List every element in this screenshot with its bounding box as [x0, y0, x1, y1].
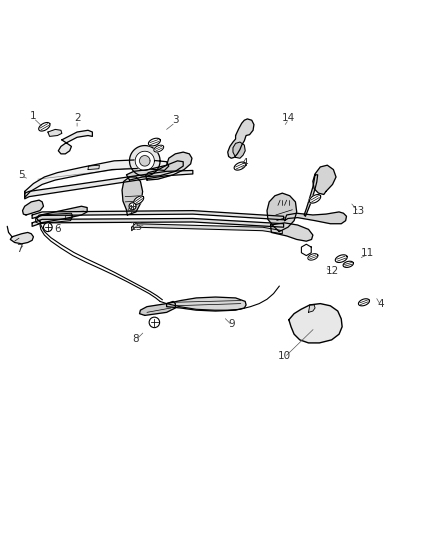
Polygon shape	[127, 161, 183, 180]
Polygon shape	[154, 145, 164, 152]
Text: 2: 2	[74, 113, 81, 123]
Polygon shape	[234, 162, 246, 170]
Polygon shape	[11, 232, 33, 244]
Polygon shape	[130, 146, 160, 176]
Polygon shape	[88, 165, 99, 169]
Text: 4: 4	[126, 205, 133, 215]
Polygon shape	[35, 213, 73, 224]
Text: 15: 15	[129, 222, 143, 232]
Polygon shape	[313, 165, 336, 195]
Text: 4: 4	[242, 158, 248, 167]
Polygon shape	[140, 156, 150, 166]
Polygon shape	[22, 200, 43, 215]
Text: 5: 5	[18, 170, 25, 180]
Polygon shape	[271, 223, 313, 241]
Polygon shape	[134, 196, 144, 204]
Text: 7: 7	[16, 244, 22, 254]
Text: 8: 8	[133, 334, 139, 344]
Polygon shape	[32, 211, 284, 220]
Polygon shape	[267, 193, 297, 231]
Text: 1: 1	[30, 111, 37, 121]
Polygon shape	[301, 244, 311, 256]
Circle shape	[129, 203, 136, 210]
Text: 12: 12	[326, 266, 339, 276]
Polygon shape	[335, 255, 347, 262]
Polygon shape	[148, 138, 160, 146]
Polygon shape	[289, 304, 342, 343]
Polygon shape	[358, 299, 370, 306]
Polygon shape	[304, 175, 318, 216]
Polygon shape	[65, 215, 71, 220]
Polygon shape	[135, 151, 154, 171]
Text: 6: 6	[54, 224, 61, 235]
Polygon shape	[308, 254, 318, 260]
Circle shape	[149, 317, 159, 328]
Polygon shape	[343, 261, 353, 268]
Polygon shape	[58, 130, 92, 154]
Text: 9: 9	[229, 319, 235, 329]
Text: 10: 10	[278, 351, 291, 361]
Polygon shape	[39, 123, 50, 131]
Polygon shape	[140, 302, 175, 316]
Polygon shape	[122, 177, 143, 215]
Polygon shape	[285, 212, 346, 224]
Text: 13: 13	[352, 206, 365, 216]
Polygon shape	[233, 142, 245, 158]
Text: 4: 4	[377, 298, 384, 309]
Polygon shape	[132, 224, 283, 234]
Text: 11: 11	[361, 248, 374, 259]
Polygon shape	[25, 171, 193, 199]
Polygon shape	[25, 159, 169, 198]
Polygon shape	[309, 195, 321, 203]
Polygon shape	[48, 130, 62, 136]
Polygon shape	[32, 219, 284, 227]
Polygon shape	[228, 119, 254, 158]
Polygon shape	[308, 305, 315, 312]
Polygon shape	[36, 206, 87, 223]
Text: 3: 3	[172, 115, 179, 125]
Polygon shape	[166, 297, 246, 311]
Text: 14: 14	[282, 113, 296, 123]
Polygon shape	[146, 152, 192, 180]
Circle shape	[43, 223, 52, 231]
